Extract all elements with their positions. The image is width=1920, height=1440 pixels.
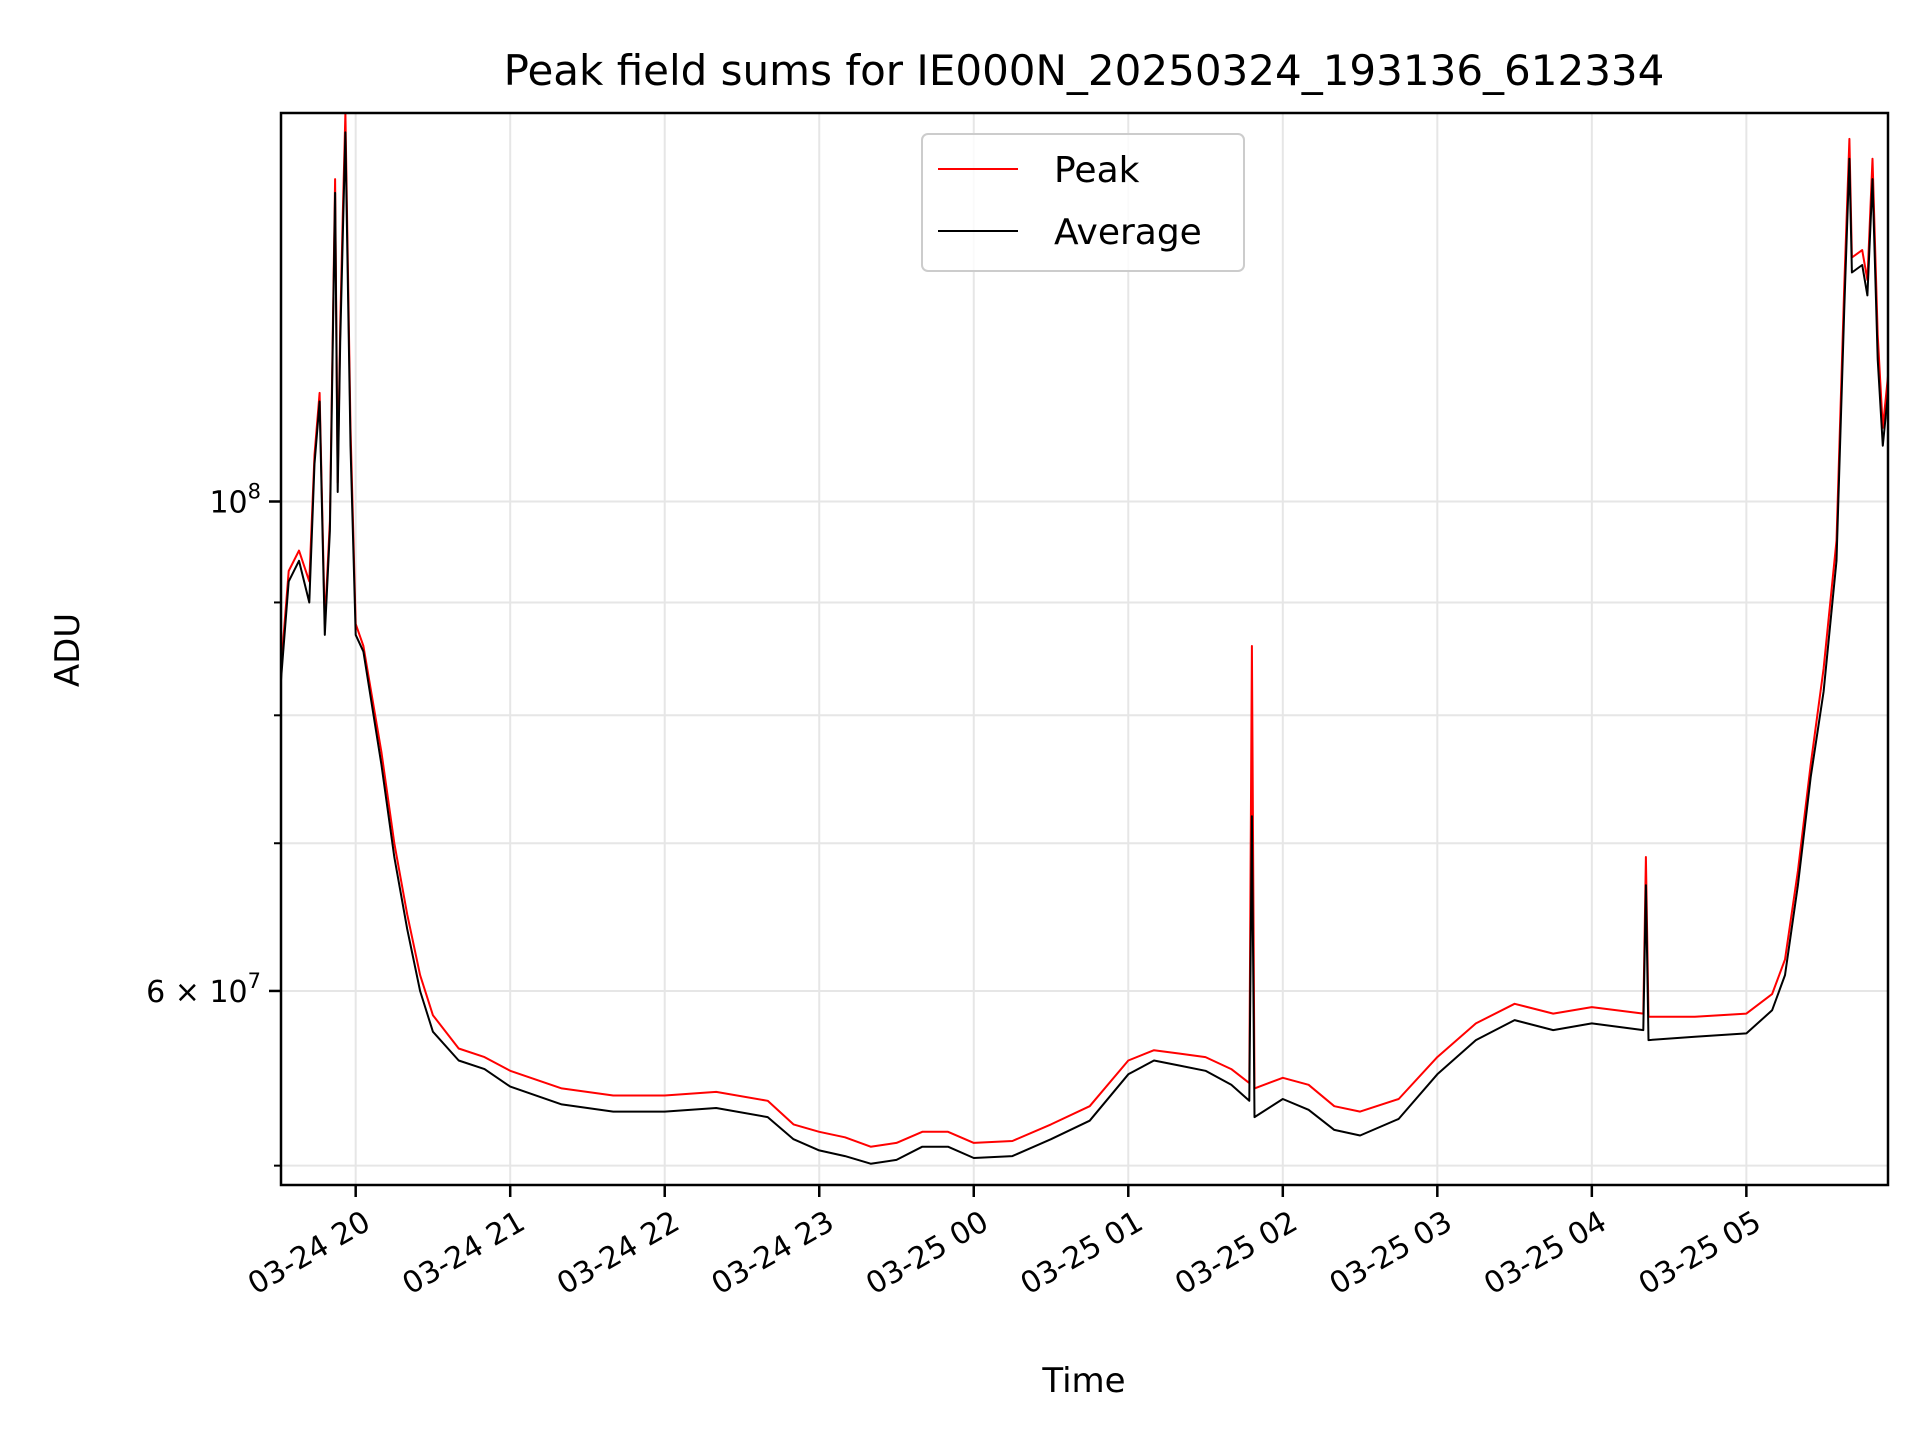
chart-title: Peak field sums for IE000N_20250324_1931… bbox=[504, 46, 1665, 95]
y-tick-label: 108 bbox=[209, 479, 261, 520]
series-line-average bbox=[280, 131, 1889, 1165]
plot-series bbox=[280, 112, 1889, 1165]
y-axis: 108 6 × 107 bbox=[146, 479, 281, 1167]
legend-label-peak: Peak bbox=[1054, 150, 1140, 191]
grid bbox=[281, 113, 1888, 1185]
x-axis-label: Time bbox=[1041, 1361, 1125, 1401]
legend-label-average: Average bbox=[1054, 212, 1202, 253]
y-axis-label: ADU bbox=[48, 613, 88, 687]
plot-frame bbox=[279, 111, 1890, 1187]
y-tick-label: 6 × 107 bbox=[146, 969, 261, 1010]
legend: Peak Average bbox=[921, 133, 1245, 272]
